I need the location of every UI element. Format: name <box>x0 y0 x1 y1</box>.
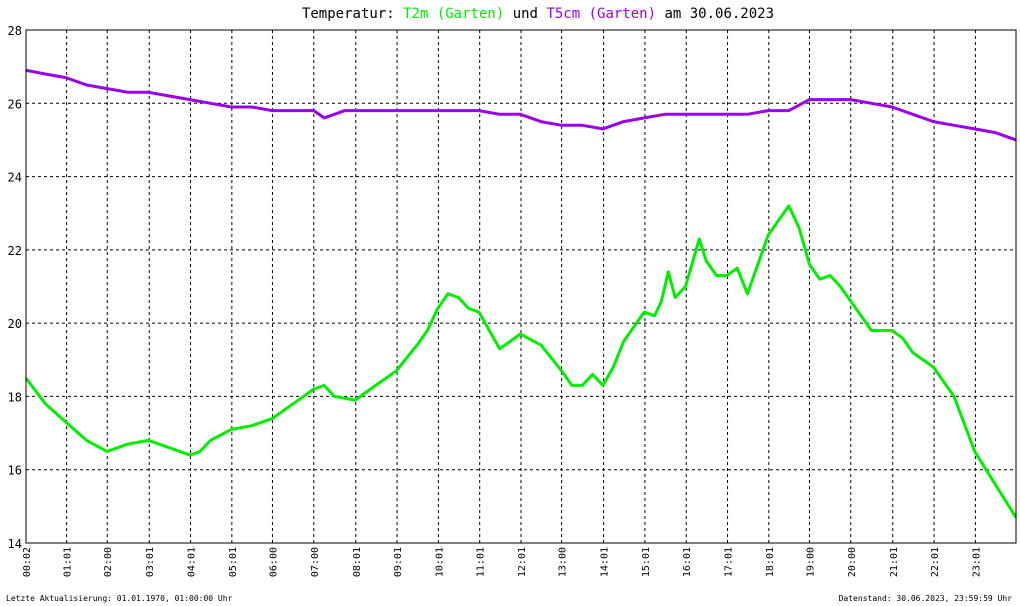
series-line-t2m <box>24 204 1018 519</box>
x-tick-label: 20:00 <box>847 547 858 577</box>
x-tick-label: 15:01 <box>641 547 652 577</box>
x-tick-label: 19:00 <box>805 547 816 577</box>
y-tick-label: 16 <box>8 464 22 478</box>
x-tick-label: 12:01 <box>517 547 528 577</box>
x-tick-label: 04:01 <box>187 547 198 577</box>
title-prefix: Temperatur: <box>302 6 395 22</box>
x-tick-label: 22:01 <box>930 547 941 577</box>
x-tick-label: 16:01 <box>682 547 693 577</box>
y-tick-label: 28 <box>8 24 22 38</box>
grid-lines <box>26 30 1016 543</box>
chart-title: Temperatur: T2m (Garten) und T5cm (Garte… <box>302 6 774 22</box>
title-series2-label: T5cm (Garten) <box>546 6 656 22</box>
plot-frame <box>25 29 1017 544</box>
x-tick-label: 06:00 <box>268 547 279 577</box>
title-connector: und <box>513 6 538 22</box>
x-tick-label: 18:01 <box>765 547 776 577</box>
title-suffix: am 30.06.2023 <box>664 6 774 22</box>
y-tick-label: 24 <box>8 171 22 185</box>
x-tick-label: 13:00 <box>558 547 569 577</box>
x-tick-label: 23:01 <box>971 547 982 577</box>
series-line-t5cm <box>25 68 1017 142</box>
x-tick-label: 02:00 <box>103 547 114 577</box>
x-tick-label: 03:01 <box>145 547 156 577</box>
x-tick-labels: 00:02 01:01 02:00 03:01 04:01 05:01 06:00 07:00… <box>22 547 982 577</box>
title-series1-label: T2m (Garten) <box>403 6 504 22</box>
x-tick-label: 09:01 <box>393 547 404 577</box>
y-tick-label: 20 <box>8 317 22 331</box>
x-tick-label: 07:00 <box>310 547 321 577</box>
x-tick-label: 01:01 <box>63 547 74 577</box>
y-tick-labels: 14 16 18 20 22 24 26 28 <box>8 24 22 551</box>
x-tick-label: 10:01 <box>434 547 445 577</box>
x-tick-label: 17:01 <box>724 547 735 577</box>
y-tick-label: 22 <box>8 244 22 258</box>
x-tick-label: 14:01 <box>600 547 611 577</box>
series-layer <box>24 68 1018 519</box>
y-tick-label: 26 <box>8 97 22 111</box>
x-tick-label: 08:01 <box>352 547 363 577</box>
x-tick-label: 05:01 <box>228 547 239 577</box>
y-tick-label: 18 <box>8 390 22 404</box>
x-tick-label: 11:01 <box>476 547 487 577</box>
footer-last-update: Letzte Aktualisierung: 01.01.1970, 01:00… <box>6 594 233 603</box>
footer-data-status: Datenstand: 30.06.2023, 23:59:59 Uhr <box>839 594 1013 603</box>
y-tick-label: 14 <box>8 537 22 551</box>
x-tick-label: 00:02 <box>22 547 33 577</box>
x-tick-label: 21:01 <box>889 547 900 577</box>
